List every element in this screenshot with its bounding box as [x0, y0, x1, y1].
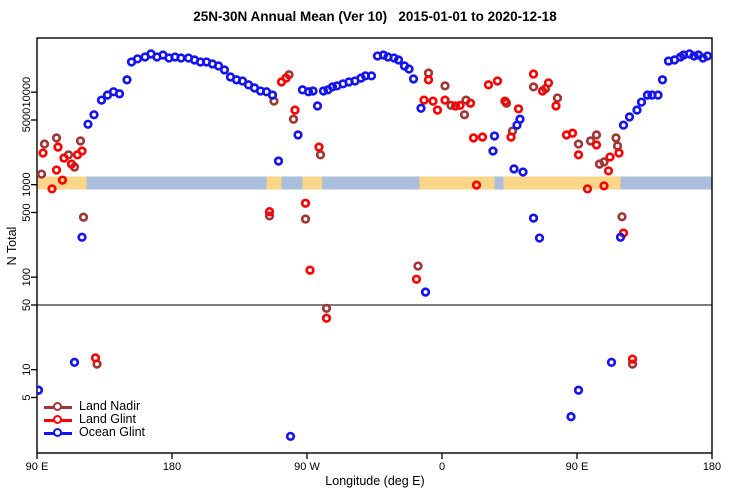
- legend-item-land-nadir: Land Nadir: [44, 400, 145, 413]
- legend-item-ocean-glint: Ocean Glint: [44, 426, 145, 439]
- x-axis-title: Longitude (deg E): [325, 474, 425, 488]
- svg-text:180: 180: [703, 461, 721, 473]
- svg-text:90 E: 90 E: [26, 461, 49, 473]
- x-axis: 90 E 180 90 W 0 90 E 180: [26, 453, 721, 473]
- legend: Land Nadir Land Glint Ocean Glint: [44, 400, 145, 439]
- svg-text:5000: 5000: [21, 108, 33, 132]
- svg-text:0: 0: [439, 461, 445, 473]
- svg-text:100: 100: [21, 268, 33, 286]
- land-ocean-strip: [37, 176, 712, 190]
- svg-text:90 W: 90 W: [294, 461, 320, 473]
- svg-text:500: 500: [21, 203, 33, 221]
- svg-text:10000: 10000: [21, 77, 33, 108]
- legend-label: Land Nadir: [79, 399, 141, 413]
- plot-border: [36, 37, 713, 454]
- svg-text:1000: 1000: [21, 172, 33, 196]
- land-glint-marker-icon: [44, 414, 72, 426]
- svg-text:180: 180: [163, 461, 181, 473]
- ocean-glint-marker-icon: [44, 427, 72, 439]
- svg-text:50: 50: [21, 299, 33, 311]
- series-ocean-glint: [37, 49, 712, 442]
- svg-text:90 E: 90 E: [566, 461, 589, 473]
- series-land-glint: [38, 69, 638, 364]
- legend-label: Ocean Glint: [79, 425, 146, 439]
- y-axis-title: N Total: [5, 226, 19, 266]
- chart-title: 25N-30N Annual Mean (Ver 10) 2015-01-01 …: [193, 9, 557, 24]
- series-land-nadir: [37, 68, 638, 369]
- legend-item-land-glint: Land Glint: [44, 413, 145, 426]
- legend-label: Land Glint: [79, 412, 136, 426]
- svg-text:5: 5: [21, 394, 33, 400]
- svg-text:10: 10: [21, 364, 33, 376]
- land-nadir-marker-icon: [44, 401, 72, 413]
